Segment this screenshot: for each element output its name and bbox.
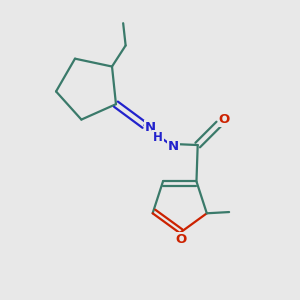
Text: O: O: [175, 233, 187, 246]
Text: H: H: [153, 131, 163, 144]
Text: O: O: [219, 113, 230, 126]
Text: N: N: [168, 140, 179, 153]
Text: N: N: [145, 121, 156, 134]
